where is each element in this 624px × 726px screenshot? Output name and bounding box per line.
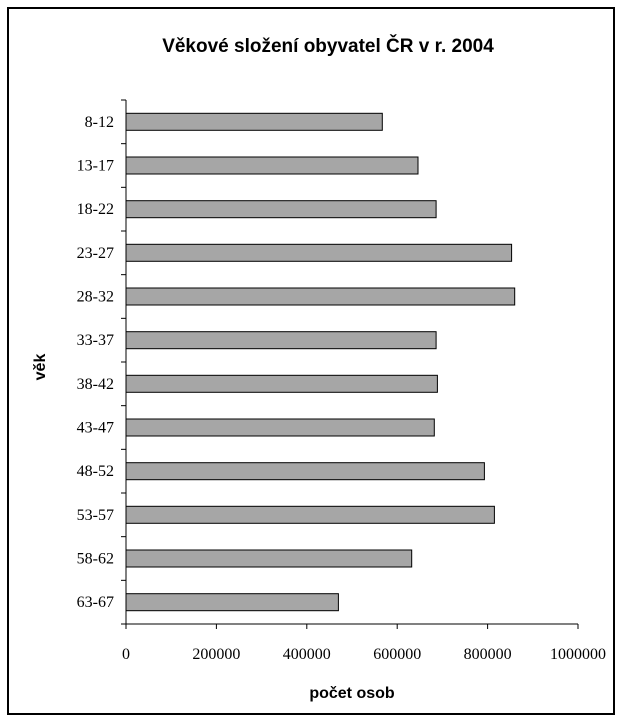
x-tick-label: 0 <box>122 646 130 663</box>
y-tick-label: 23-27 <box>77 245 114 262</box>
bar-8-12 <box>125 112 383 131</box>
y-tick-label: 48-52 <box>77 463 114 480</box>
bar-18-22 <box>125 200 437 219</box>
bars-group <box>125 112 516 612</box>
y-axis-title: věk <box>32 354 49 381</box>
axes-group: 8-12 13-17 18-22 23-27 28-32 33-37 38-42 43-47 4… <box>77 99 606 663</box>
y-tick-label: 28-32 <box>77 289 114 306</box>
y-tick-label: 63-67 <box>77 594 114 611</box>
x-tick-label: 1000000 <box>550 646 606 663</box>
y-tick-label: 8-12 <box>85 114 114 131</box>
y-tick-label: 13-17 <box>77 158 114 175</box>
bar-28-32 <box>125 287 516 306</box>
y-tick-label: 43-47 <box>77 420 114 437</box>
y-tick-label: 18-22 <box>77 201 114 218</box>
bar-38-42 <box>125 374 438 393</box>
x-tick-label: 200000 <box>192 646 240 663</box>
y-tick-label: 53-57 <box>77 507 114 524</box>
y-tick-label: 58-62 <box>77 551 114 568</box>
x-tick-label: 400000 <box>283 646 331 663</box>
y-tick-label: 33-37 <box>77 332 114 349</box>
bar-23-27 <box>125 243 513 262</box>
y-tick-label: 38-42 <box>77 376 114 393</box>
chart-title: Věkové složení obyvatel ČR v r. 2004 <box>162 35 494 57</box>
x-axis-title: počet osob <box>309 685 395 702</box>
bar-48-52 <box>125 462 485 481</box>
bar-33-37 <box>125 331 437 350</box>
bar-53-57 <box>125 505 495 524</box>
bar-43-47 <box>125 418 435 437</box>
bar-58-62 <box>125 549 413 568</box>
bar-63-67 <box>125 593 339 612</box>
x-tick-label: 600000 <box>373 646 421 663</box>
x-tick-label: 800000 <box>464 646 512 663</box>
bar-13-17 <box>125 156 419 175</box>
